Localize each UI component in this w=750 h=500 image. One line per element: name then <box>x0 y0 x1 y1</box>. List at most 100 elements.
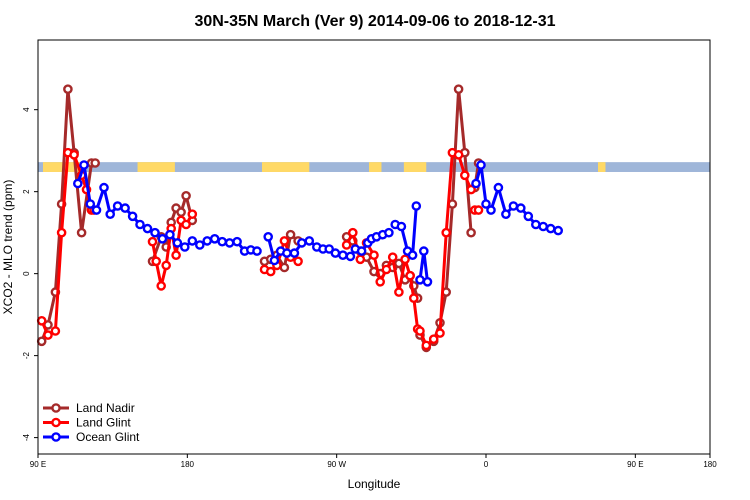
x-tick-label: 90 W <box>327 460 346 469</box>
legend-item-land-nadir: Land Nadir <box>43 401 135 415</box>
data-point-ocean-glint <box>157 233 168 244</box>
data-point-ocean-glint <box>73 178 83 189</box>
data-point-land-glint <box>459 170 470 181</box>
data-point-land-glint <box>473 205 484 215</box>
data-point-ocean-glint <box>356 246 367 256</box>
data-point-ocean-glint <box>407 250 418 260</box>
data-point-ocean-glint <box>324 244 335 254</box>
data-point-ocean-glint <box>105 209 115 219</box>
data-point-land-glint <box>347 227 358 238</box>
data-point-land-glint <box>369 250 379 260</box>
data-point-ocean-glint <box>345 251 356 262</box>
data-point-land-glint <box>355 254 366 265</box>
data-point-ocean-glint <box>224 238 235 248</box>
data-point-ocean-glint <box>217 236 227 247</box>
data-point-land-nadir <box>76 227 87 238</box>
data-point-ocean-glint <box>531 219 541 230</box>
data-point-land-glint <box>151 256 161 267</box>
data-point-ocean-glint <box>330 248 341 258</box>
data-point-ocean-glint <box>112 201 123 211</box>
band-land-5 <box>598 162 606 172</box>
data-point-ocean-glint <box>120 203 130 213</box>
data-point-land-glint <box>428 334 439 345</box>
data-point-ocean-glint <box>486 205 496 215</box>
data-point-ocean-glint <box>232 236 242 247</box>
data-point-ocean-glint <box>304 236 315 246</box>
x-tick-label: 90 E <box>30 460 46 469</box>
y-tick-label: 4 <box>22 107 31 112</box>
band-land-2 <box>262 162 310 172</box>
data-point-land-glint <box>147 236 158 247</box>
data-point-ocean-glint <box>179 242 190 252</box>
data-point-ocean-glint <box>85 199 96 209</box>
x-axis: 90 E 180 90 W 0 90 E 180 <box>30 454 717 469</box>
data-point-ocean-glint <box>252 246 262 256</box>
data-point-ocean-glint <box>508 201 519 211</box>
series-layer <box>36 84 564 353</box>
data-point-ocean-glint <box>501 209 511 219</box>
band-land-1 <box>137 162 175 172</box>
data-point-land-glint <box>341 240 352 250</box>
legend-item-ocean-glint: Ocean Glint <box>43 430 140 444</box>
legend-label: Land Nadir <box>76 401 135 415</box>
data-point-land-nadir <box>36 336 47 347</box>
data-point-ocean-glint <box>165 229 175 240</box>
data-point-land-glint <box>381 264 392 275</box>
data-point-land-nadir <box>466 227 476 238</box>
data-point-land-glint <box>408 293 419 304</box>
data-point-land-glint <box>43 330 53 340</box>
data-point-land-nadir <box>181 190 191 201</box>
x-tick-label: 0 <box>484 460 489 469</box>
x-axis-label: Longitude <box>348 477 401 491</box>
legend-label: Land Glint <box>76 416 131 430</box>
data-point-ocean-glint <box>553 225 564 236</box>
data-point-land-glint <box>435 328 445 338</box>
data-point-land-glint <box>453 149 464 160</box>
data-point-land-glint <box>69 149 79 160</box>
y-tick-label: 2 <box>22 189 31 194</box>
series-line-land-nadir-0 <box>40 87 96 342</box>
data-point-land-glint <box>400 254 410 265</box>
data-point-land-nadir <box>453 84 464 94</box>
data-point-ocean-glint <box>545 223 556 234</box>
data-point-ocean-glint <box>194 240 205 250</box>
data-point-land-glint <box>405 270 415 281</box>
data-point-land-nadir <box>63 84 73 94</box>
x-tick-label: 180 <box>703 460 717 469</box>
y-tick-label: 0 <box>22 271 31 276</box>
data-point-land-nadir <box>90 158 100 168</box>
data-point-ocean-glint <box>418 246 429 256</box>
data-point-land-glint <box>279 236 290 246</box>
data-point-ocean-glint <box>538 221 549 232</box>
series-line-ocean-glint-7 <box>474 163 559 233</box>
data-point-land-glint <box>293 256 303 267</box>
data-point-ocean-glint <box>209 233 220 244</box>
data-point-land-glint <box>181 219 191 230</box>
data-point-ocean-glint <box>99 182 109 193</box>
legend-swatch-marker <box>51 432 61 442</box>
data-point-ocean-glint <box>263 231 274 242</box>
data-point-land-glint <box>466 184 476 195</box>
data-point-ocean-glint <box>516 203 526 213</box>
data-point-ocean-glint <box>476 160 486 170</box>
data-point-ocean-glint <box>523 211 534 222</box>
data-point-ocean-glint <box>289 248 300 258</box>
legend-swatch-marker <box>51 417 61 428</box>
series-ocean-glint <box>73 160 564 287</box>
data-point-land-glint <box>156 281 166 291</box>
data-point-ocean-glint <box>338 250 348 260</box>
data-point-ocean-glint <box>79 160 89 170</box>
chart-title: 30N-35N March (Ver 9) 2014-09-06 to 2018… <box>194 13 555 30</box>
data-point-land-glint <box>415 326 425 336</box>
y-tick-label: -4 <box>22 434 31 442</box>
data-point-land-glint <box>161 260 171 271</box>
data-point-land-glint <box>50 326 61 336</box>
series-line-land-nadir-4 <box>418 87 473 349</box>
data-point-ocean-glint <box>396 221 407 232</box>
data-point-ocean-glint <box>142 223 153 234</box>
data-point-land-nadir <box>285 229 296 240</box>
data-point-land-glint <box>375 276 386 287</box>
legend-swatch-marker <box>51 403 61 413</box>
